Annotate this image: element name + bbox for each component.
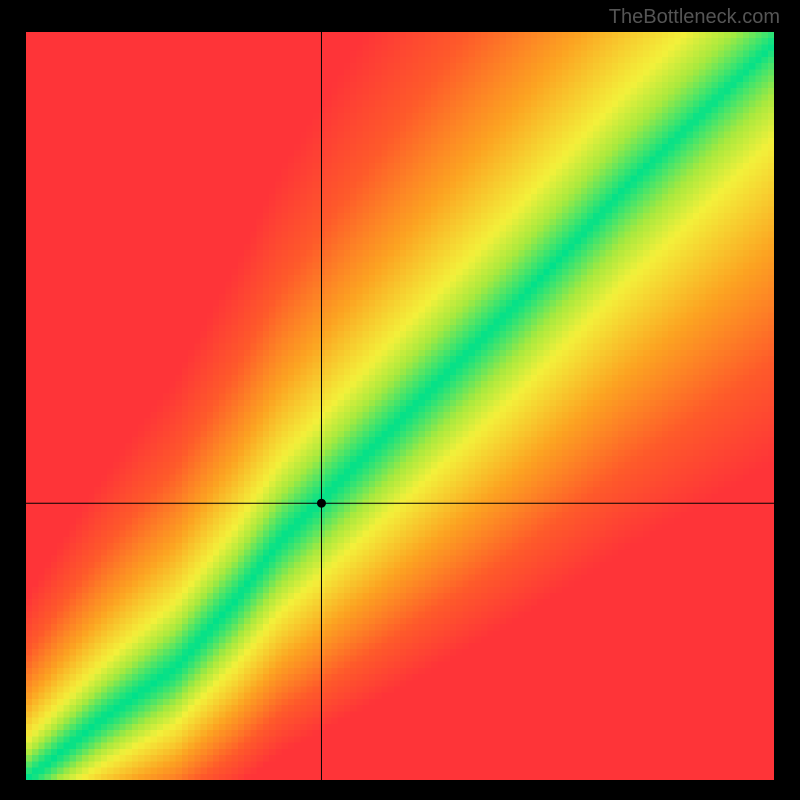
watermark-text: TheBottleneck.com xyxy=(609,6,780,29)
bottleneck-heatmap xyxy=(26,32,774,780)
chart-container: { "watermark": { "text": "TheBottleneck.… xyxy=(0,0,800,800)
